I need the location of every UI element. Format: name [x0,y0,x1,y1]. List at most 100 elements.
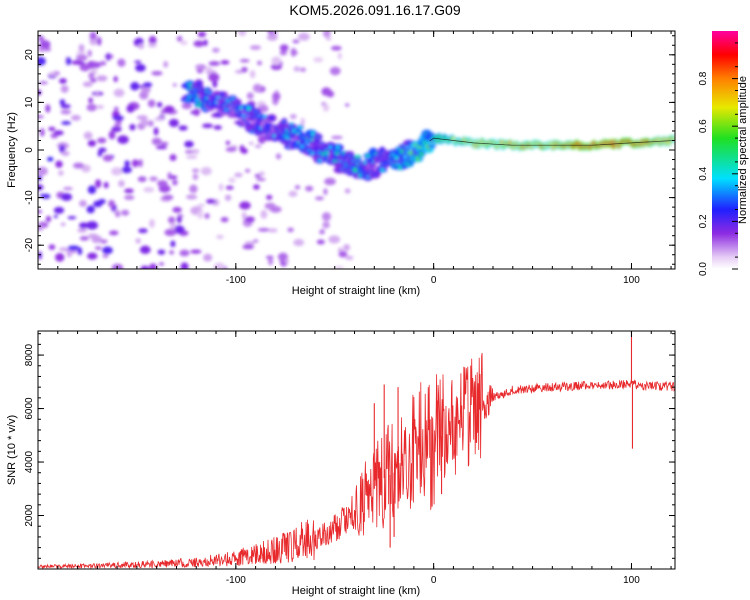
noise-blob [60,193,73,201]
ridge-core [246,105,251,111]
noise-blob [267,228,278,233]
noise-blob [208,72,220,82]
noise-blob [197,203,206,207]
noise-blob [124,194,135,201]
noise-blob [113,107,119,111]
noise-blob [163,105,175,114]
ridge-core [400,149,404,154]
noise-blob [38,115,44,119]
noise-blob [151,137,162,146]
noise-blob [79,63,91,72]
ridge-core [406,140,412,146]
noise-blob [172,83,177,87]
noise-blob [289,113,297,120]
ridge-core [235,101,241,105]
ridge-core [220,91,224,96]
noise-blob [137,43,145,49]
y-tick-label: -20 [24,238,35,253]
noise-blob [47,72,58,77]
x-tick-label: -100 [226,275,246,286]
colorbar-label: Normalized spectral amplitude [737,76,749,224]
noise-blob [170,240,176,248]
ridge-core [187,83,193,86]
noise-blob [38,35,45,42]
noise-blob [138,158,143,168]
y-tick-label: 0 [24,147,35,153]
noise-blob [203,253,213,262]
colorbar-tick-label: 0.0 [698,262,709,276]
noise-blob [95,179,102,188]
noise-blob [118,180,125,188]
noise-blob [77,228,88,233]
noise-blob [279,50,288,56]
noise-blob [316,239,325,245]
noise-blob [244,168,251,173]
noise-blob [72,162,85,169]
noise-blob [246,92,254,100]
ridge-core [282,120,287,124]
noise-blob [158,262,165,266]
noise-blob [204,213,210,219]
noise-blob [126,104,135,113]
noise-blob [322,31,331,38]
noise-blob [234,172,243,178]
noise-blob [48,126,56,131]
noise-blob [55,160,63,168]
noise-blob [305,185,314,192]
noise-blob [292,51,298,55]
noise-blob [326,90,335,98]
ridge-core [380,168,385,172]
ridge-core [429,144,435,149]
noise-blob [39,81,48,85]
noise-blob [337,247,343,253]
noise-blob [76,54,88,62]
y-tick-label: 2000 [24,504,35,527]
noise-blob [270,63,283,71]
ridge-core [289,125,294,130]
noise-blob [141,85,151,94]
snr-xlabel: Height of straight line (km) [292,585,420,597]
noise-blob [192,173,199,181]
colorbar-gradient [712,31,738,269]
noise-blob [220,216,229,223]
noise-blob [345,255,354,260]
noise-blob [271,56,282,66]
noise-blob [324,177,336,186]
noise-blob [87,185,97,195]
ridge-core [280,127,285,130]
noise-blob [121,209,130,216]
noise-blob [87,252,98,260]
noise-blob [189,184,198,194]
noise-blob [181,102,193,110]
noise-blob [299,67,307,73]
noise-blob [205,199,216,204]
noise-blob [79,199,87,208]
noise-blob [60,109,72,115]
ridge-core [216,113,221,117]
noise-blob [53,130,64,136]
ridge-centerline [429,137,675,146]
noise-blob [59,144,66,154]
noise-blob [129,124,136,131]
noise-blob [58,170,64,176]
noise-blob [203,39,208,46]
noise-blob [157,249,166,255]
noise-blob [287,227,294,233]
noise-blob [87,139,97,147]
noise-blob [257,227,270,232]
heatmap-blobs [38,31,675,269]
noise-blob [88,72,95,80]
noise-blob [97,150,103,157]
noise-blob [242,244,255,250]
noise-blob [137,176,147,183]
ridge-core [404,145,410,149]
noise-blob [268,257,274,266]
noise-blob [249,45,262,50]
noise-blob [38,184,44,191]
noise-blob [176,215,182,224]
noise-blob [176,35,183,42]
noise-blob [256,177,266,182]
noise-blob [256,60,263,66]
noise-blob [160,141,169,146]
noise-blob [143,187,155,193]
